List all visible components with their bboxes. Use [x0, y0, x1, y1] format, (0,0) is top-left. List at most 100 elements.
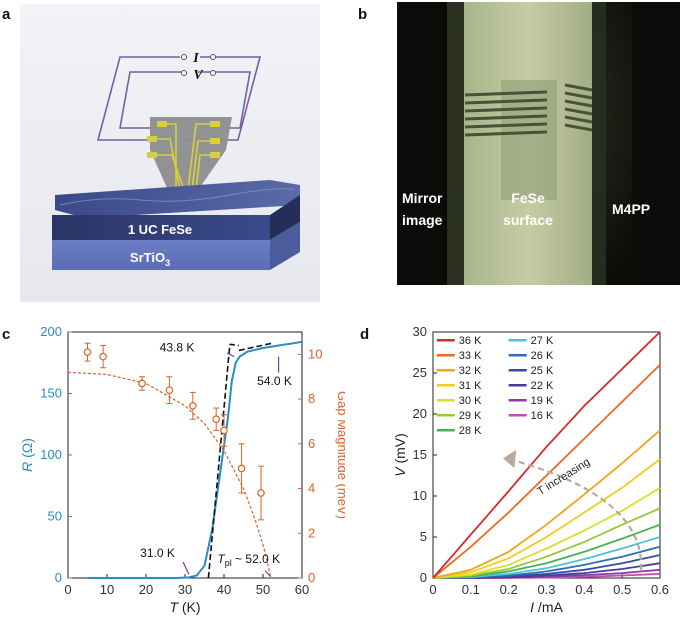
gap-point: [138, 379, 146, 388]
y-right-tick-label: 8: [308, 391, 315, 406]
legend-label: 28 K: [459, 425, 482, 437]
mirror-label-1: Mirror: [402, 190, 443, 206]
panel-d-chart: 0 0.1 0.2 0.3 0.4 0.5 0.6 0 5 10 15 20 25 30 V (mV) I /…: [345, 310, 685, 620]
legend-label: 36 K: [459, 335, 482, 347]
y-tick-label: 10: [413, 488, 427, 503]
x-axis-label: T (K): [169, 599, 200, 615]
legend-label: 19 K: [531, 395, 554, 407]
iv-curve: [432, 458, 661, 579]
annotation-arrow: [226, 352, 235, 358]
gap-point: [83, 348, 92, 356]
panel-b-label: b: [358, 6, 368, 23]
legend-label: 29 K: [459, 410, 482, 422]
legend-label: 32 K: [459, 365, 482, 377]
legend-label: 30 K: [459, 395, 482, 407]
panel-a-label: a: [2, 6, 11, 23]
panel-c-chart: 0 10 20 30 40 50 60 0 50 100 150 200 0 2 4 6 8 10 R (Ω) Gap…: [0, 310, 350, 620]
y-right-tick-label: 6: [308, 436, 315, 451]
y-left-tick-label: 200: [40, 324, 62, 339]
panel-d-label: d: [360, 326, 370, 343]
gap-point: [220, 426, 228, 435]
annotation-43-8k: 43.8 K: [160, 341, 195, 355]
annotation-31-0k: 31.0 K: [140, 546, 175, 560]
y-axis-label: V (mV): [392, 433, 408, 477]
panel-c-label: c: [2, 326, 11, 343]
surface-label-2: surface: [503, 212, 553, 228]
panel-b-micrograph: Mirror image FeSe surface M4PP: [397, 2, 680, 285]
y-tick-label: 25: [413, 365, 427, 380]
y-left-tick-label: 100: [40, 447, 62, 462]
y-right-tick-label: 2: [308, 525, 315, 540]
surface-label-1: FeSe: [511, 190, 545, 206]
iv-curve: [432, 429, 661, 579]
x-tick-label: 20: [139, 582, 153, 597]
sto-layer-label: SrTiO3: [130, 250, 170, 268]
substrate-block: [52, 180, 300, 270]
x-tick-label: 50: [256, 582, 270, 597]
probe-fingers-left: [464, 90, 548, 137]
terminal-icon: [181, 70, 187, 76]
annotation-arrow: [182, 561, 190, 575]
current-label: I: [192, 51, 199, 66]
gap-point: [189, 402, 197, 410]
y-tick-label: 15: [413, 447, 427, 462]
x-tick-label: 0.2: [500, 582, 518, 597]
mirror-label-2: image: [402, 212, 443, 228]
probe-chip: [147, 117, 232, 191]
y-tick-label: 5: [420, 529, 427, 544]
annotation-arrow: [264, 570, 272, 578]
linear-fit-line: [238, 342, 273, 352]
y-tick-label: 30: [413, 324, 427, 339]
probe-fingers-right: [564, 83, 593, 132]
y-left-tick-label: 50: [48, 509, 62, 524]
y-right-tick-label: 10: [308, 346, 322, 361]
x-tick-label: 0.3: [537, 582, 555, 597]
temperature-arrow: [508, 458, 643, 570]
gap-point: [212, 415, 221, 424]
annotation-tpl: Tpl ~ 52.0 K: [217, 552, 280, 568]
x-tick-label: 0: [429, 582, 436, 597]
x-tick-label: 0: [64, 582, 71, 597]
legend-label: 27 K: [531, 335, 554, 347]
iv-curve: [432, 487, 661, 579]
iv-curve: [432, 331, 661, 579]
x-tick-label: 0.1: [462, 582, 480, 597]
gap-point: [237, 464, 246, 473]
x-tick-label: 0.5: [613, 582, 631, 597]
legend-label: 33 K: [459, 350, 482, 362]
terminal-icon: [210, 54, 216, 60]
linear-fit-line: [207, 344, 231, 579]
x-axis-label: I /mA: [530, 599, 563, 615]
x-tick-label: 40: [217, 582, 231, 597]
gap-point: [99, 352, 107, 361]
y-right-axis-label: Gap Magnitude (meV): [335, 391, 345, 519]
panel-a-illustration: I V: [0, 0, 340, 305]
probe-label: M4PP: [612, 201, 650, 217]
bcs-fit-curve: [67, 371, 272, 579]
gap-point: [257, 489, 265, 497]
x-tick-label: 60: [295, 582, 309, 597]
x-tick-label: 0.4: [575, 582, 593, 597]
y-right-tick-label: 4: [308, 481, 315, 496]
linear-fit-line: [229, 343, 239, 347]
temperature-arrow-head: [502, 450, 517, 469]
x-tick-label: 30: [178, 582, 192, 597]
gap-point: [165, 386, 174, 394]
annotation-54-0k: 54.0 K: [257, 374, 292, 388]
voltage-label: V: [193, 68, 204, 83]
terminal-icon: [210, 70, 216, 76]
x-tick-label: 10: [100, 582, 114, 597]
y-left-tick-label: 150: [40, 386, 62, 401]
terminal-icon: [181, 54, 187, 60]
y-tick-label: 20: [413, 406, 427, 421]
legend-label: 26 K: [531, 350, 554, 362]
y-left-axis-label: R (Ω): [19, 438, 35, 472]
legend-label: 25 K: [531, 365, 554, 377]
x-tick-label: 0.6: [651, 582, 669, 597]
plot-frame: [67, 331, 303, 579]
legend-label: 31 K: [459, 380, 482, 392]
y-right-tick-label: 0: [308, 570, 315, 585]
fese-layer-label: 1 UC FeSe: [128, 222, 192, 237]
legend-label: 22 K: [531, 380, 554, 392]
iv-curve: [432, 364, 661, 579]
